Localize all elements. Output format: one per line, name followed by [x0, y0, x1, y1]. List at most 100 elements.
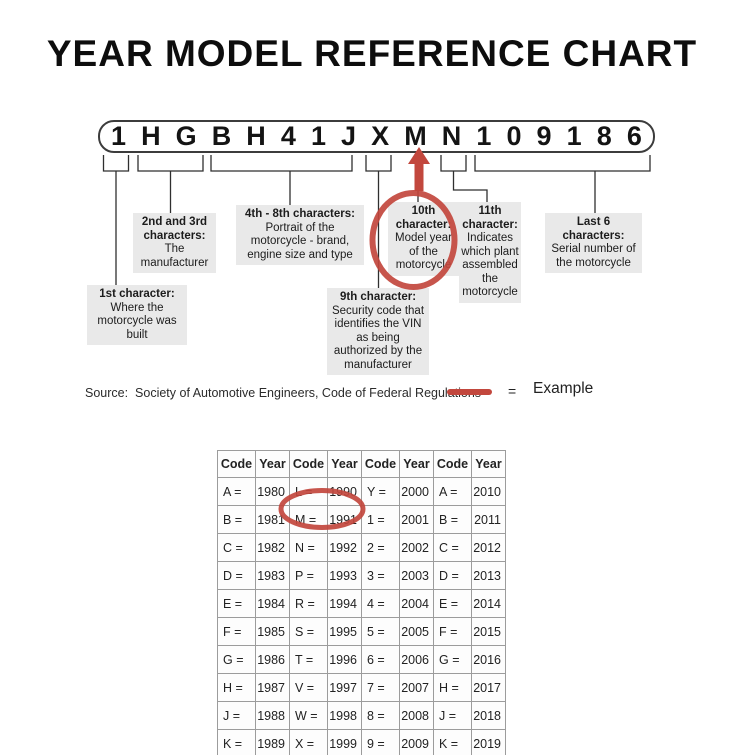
year-cell: 1984 [255, 589, 290, 618]
column-header: Code [361, 450, 400, 478]
year-code-table-body: A = 1980 L = 1990 Y = 2000 A = 2010 B = 1981 M = 19… [217, 477, 506, 755]
callout-last-6-characters: Last 6 characters: Serial number of the … [545, 213, 642, 273]
year-cell: 1998 [327, 701, 362, 730]
code-cell: 3 = [361, 561, 400, 590]
year-cell: 1994 [327, 589, 362, 618]
year-cell: 2008 [399, 701, 434, 730]
vin-character: 1 [111, 121, 127, 151]
table-row: A = 1980 L = 1990 Y = 2000 A = 2010 [217, 477, 506, 506]
vin-character: 1 [566, 121, 582, 151]
callout-heading: 1st character: [99, 288, 175, 300]
code-cell: M = [289, 505, 328, 534]
code-cell: 6 = [361, 645, 400, 674]
code-cell: B = [433, 505, 472, 534]
vin-character: 4 [280, 121, 296, 151]
column-header: Code [433, 450, 472, 478]
table-row: E = 1984 R = 1994 4 = 2004 E = 2014 [217, 589, 506, 618]
year-cell: 1997 [327, 673, 362, 702]
year-cell: 1983 [255, 561, 290, 590]
year-cell: 1987 [255, 673, 290, 702]
code-cell: F = [217, 617, 256, 646]
code-cell: A = [433, 477, 472, 506]
table-row: F = 1985 S = 1995 5 = 2005 F = 2015 [217, 617, 506, 646]
code-cell: T = [289, 645, 328, 674]
code-cell: 1 = [361, 505, 400, 534]
year-cell: 1992 [327, 533, 362, 562]
code-cell: L = [289, 477, 328, 506]
callout-10th-character: 10th character: Model year of the motorc… [388, 202, 459, 276]
code-cell: Y = [361, 477, 400, 506]
year-cell: 2016 [471, 645, 506, 674]
vin-character: 0 [506, 121, 522, 151]
year-cell: 1988 [255, 701, 290, 730]
year-cell: 2010 [471, 477, 506, 506]
callout-body: Model year of the motorcycle [395, 232, 452, 271]
callout-body: Serial number of the motorcycle [551, 243, 636, 269]
vin-character: J [341, 121, 357, 151]
year-cell: 2018 [471, 701, 506, 730]
code-cell: H = [433, 673, 472, 702]
year-cell: 2004 [399, 589, 434, 618]
code-cell: K = [433, 729, 472, 755]
year-cell: 1989 [255, 729, 290, 755]
vin-character: N [441, 121, 462, 151]
bracket-11th-character [440, 155, 488, 202]
table-row: C = 1982 N = 1992 2 = 2002 C = 2012 [217, 533, 506, 562]
callout-2nd-3rd-characters: 2nd and 3rd characters: The manufacturer [133, 213, 216, 273]
vin-character: X [371, 121, 390, 151]
bracket-1st-character [102, 155, 130, 285]
callout-body: The manufacturer [140, 243, 209, 269]
code-cell: J = [433, 701, 472, 730]
red-arrow-indicator-icon [408, 147, 430, 191]
source-attribution: Source: Society of Automotive Engineers,… [85, 386, 482, 400]
column-header: Year [399, 450, 434, 478]
code-cell: N = [289, 533, 328, 562]
year-cell: 2012 [471, 533, 506, 562]
vin-character: B [211, 121, 232, 151]
code-cell: 5 = [361, 617, 400, 646]
code-cell: B = [217, 505, 256, 534]
legend-example-label: Example [533, 380, 594, 397]
example-red-line-icon [447, 389, 492, 395]
year-cell: 2009 [399, 729, 434, 755]
year-cell: 2001 [399, 505, 434, 534]
year-cell: 1996 [327, 645, 362, 674]
callout-heading: Last 6 characters: [562, 216, 625, 242]
year-cell: 2019 [471, 729, 506, 755]
year-cell: 2015 [471, 617, 506, 646]
year-cell: 2005 [399, 617, 434, 646]
table-header-row: Code Year Code Year Code Year Code Year [217, 450, 506, 478]
code-cell: C = [433, 533, 472, 562]
code-cell: A = [217, 477, 256, 506]
table-row: D = 1983 P = 1993 3 = 2003 D = 2013 [217, 561, 506, 590]
year-cell: 1990 [327, 477, 362, 506]
column-header: Year [327, 450, 362, 478]
column-header: Code [289, 450, 328, 478]
bracket-4th-8th-characters [210, 155, 353, 205]
callout-body: Indicates which plant assembled the moto… [461, 232, 519, 298]
bracket-2nd-3rd-characters [137, 155, 204, 213]
year-cell: 1985 [255, 617, 290, 646]
page-title: YEAR MODEL REFERENCE CHART [46, 33, 698, 74]
year-code-table: Code Year Code Year Code Year Code Year A = 1980… [217, 450, 506, 755]
code-cell: 4 = [361, 589, 400, 618]
column-header: Year [255, 450, 290, 478]
vin-character: H [246, 121, 266, 151]
vin-character: H [141, 121, 161, 151]
code-cell: W = [289, 701, 328, 730]
year-cell: 2014 [471, 589, 506, 618]
code-cell: 8 = [361, 701, 400, 730]
code-cell: E = [433, 589, 472, 618]
year-cell: 1981 [255, 505, 290, 534]
table-row: K = 1989 X = 1999 9 = 2009 K = 2019 [217, 729, 506, 755]
vin-character: 8 [596, 121, 612, 151]
code-cell: S = [289, 617, 328, 646]
callout-9th-character: 9th character: Security code that identi… [327, 288, 429, 375]
callout-heading: 9th character: [339, 291, 417, 303]
code-cell: D = [433, 561, 472, 590]
year-cell: 1980 [255, 477, 290, 506]
year-cell: 1995 [327, 617, 362, 646]
year-cell: 2017 [471, 673, 506, 702]
